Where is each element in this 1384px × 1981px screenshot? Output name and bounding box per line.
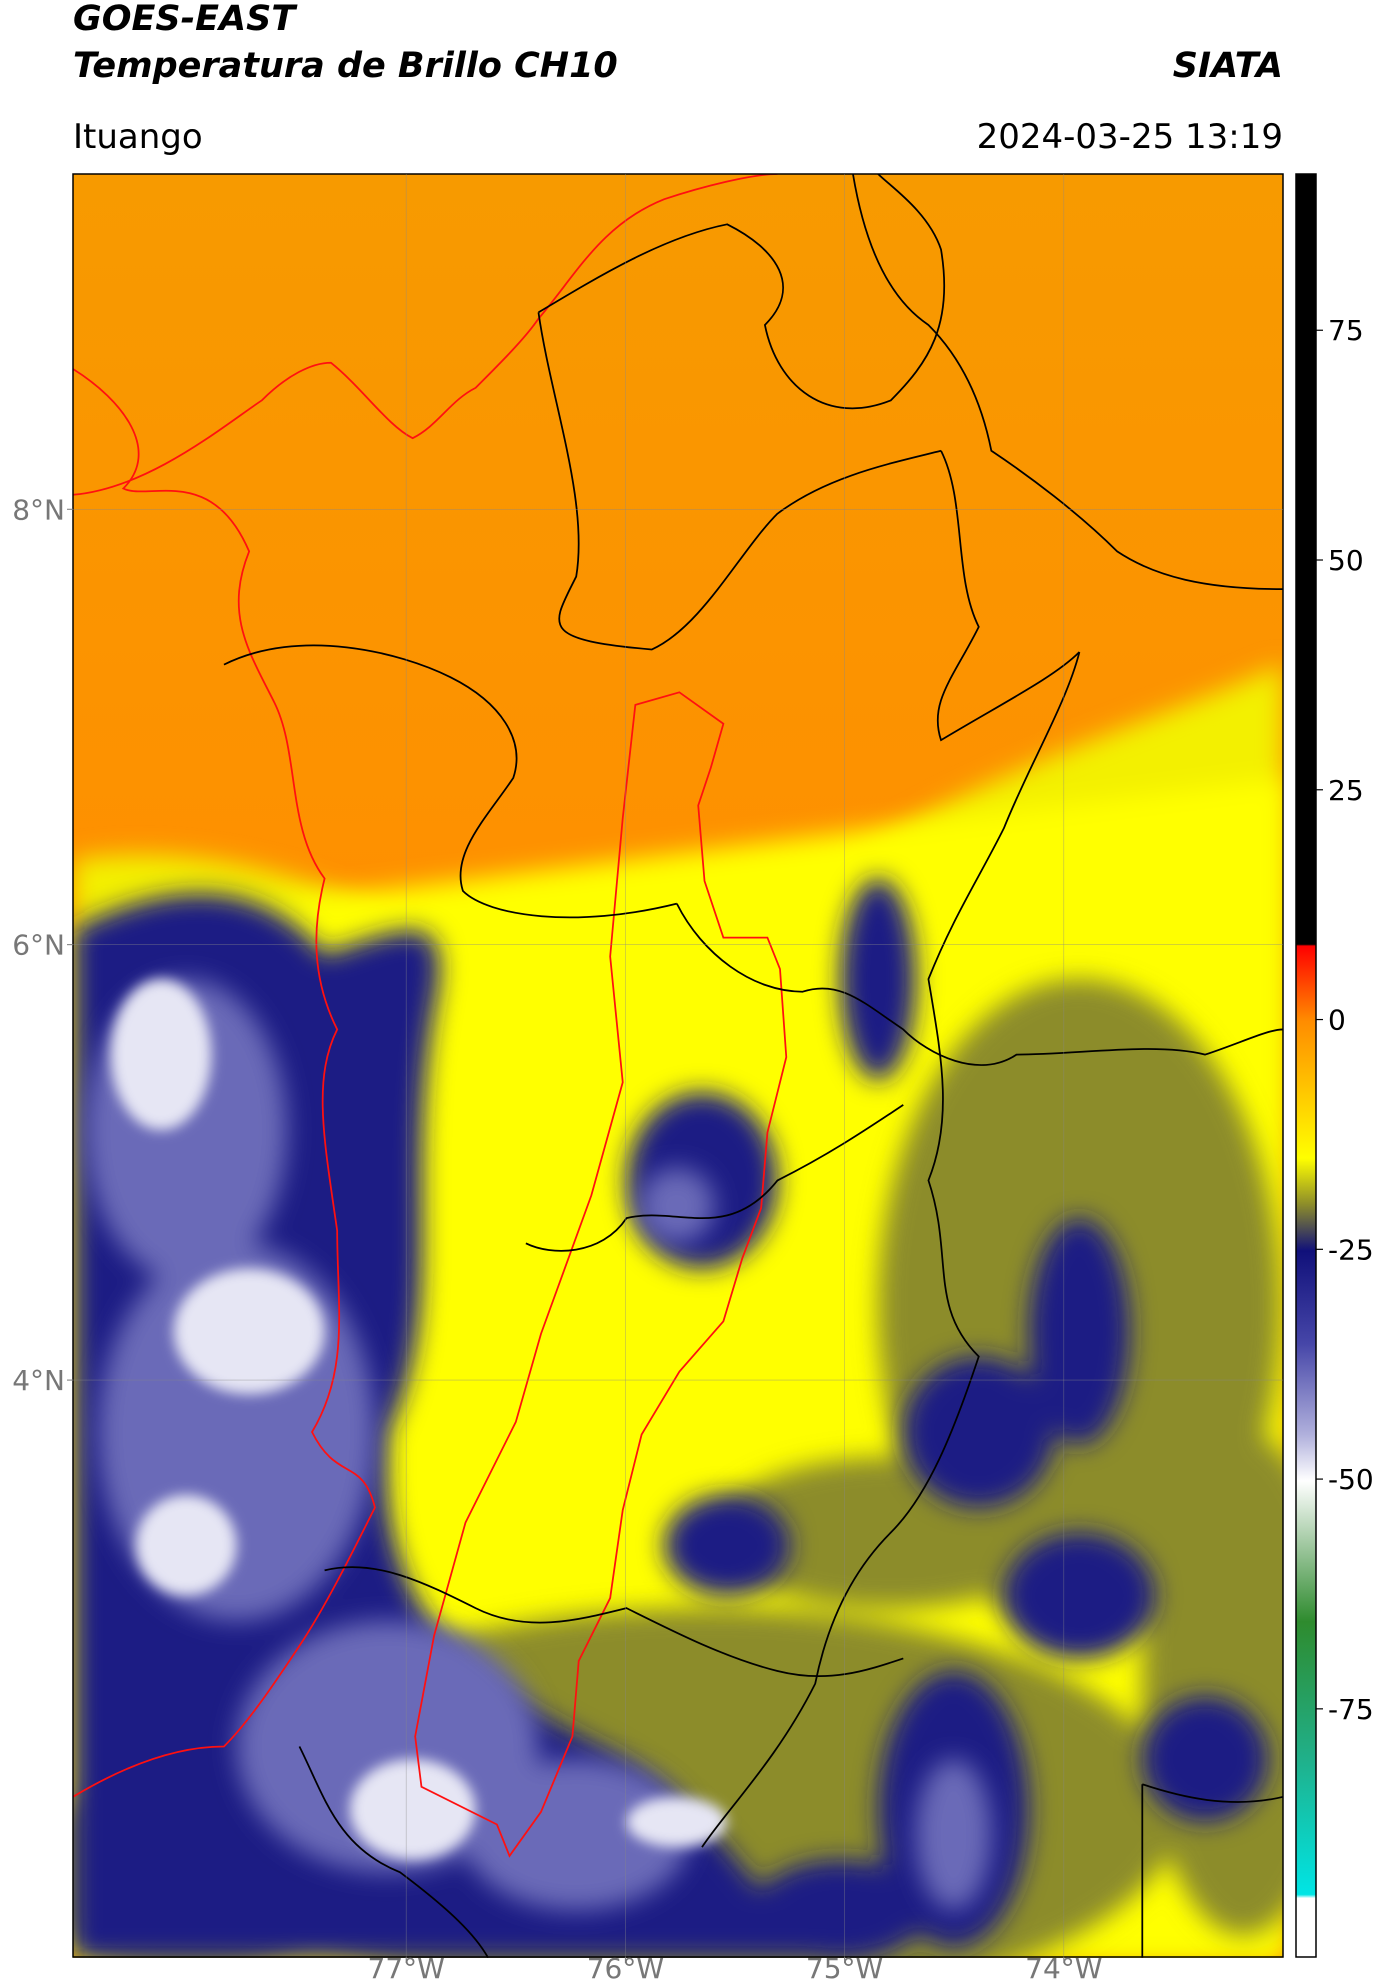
colorbar-tick-label: -75 (1328, 1693, 1374, 1726)
datetime: 2024-03-25 13:19 (977, 117, 1283, 157)
title: GOES-EAST (73, 0, 298, 39)
x-tick-label: 75°W (806, 1952, 883, 1981)
colorbar-tick-label: 0 (1328, 1004, 1346, 1037)
y-tick-label: 4°N (12, 1364, 65, 1397)
x-tick-label: 74°W (1025, 1952, 1102, 1981)
location: Ituango (73, 117, 203, 157)
colorbar-tick-label: 75 (1328, 314, 1364, 347)
colorbar-tick-label: -25 (1328, 1233, 1374, 1266)
brightness-field (73, 174, 1284, 1958)
colorbar (1295, 173, 1317, 1958)
y-tick-label: 8°N (12, 493, 65, 526)
colorbar-tick-label: 25 (1328, 774, 1364, 807)
y-tick-label: 6°N (12, 929, 65, 962)
x-tick-label: 76°W (587, 1952, 664, 1981)
colorbar-tick-label: 50 (1328, 544, 1364, 577)
organization: SIATA (1173, 46, 1283, 86)
colorbar-tick-label: -50 (1328, 1463, 1374, 1496)
map-frame (72, 173, 1284, 1958)
x-tick-label: 77°W (368, 1952, 445, 1981)
subtitle: Temperatura de Brillo CH10 (73, 46, 618, 86)
